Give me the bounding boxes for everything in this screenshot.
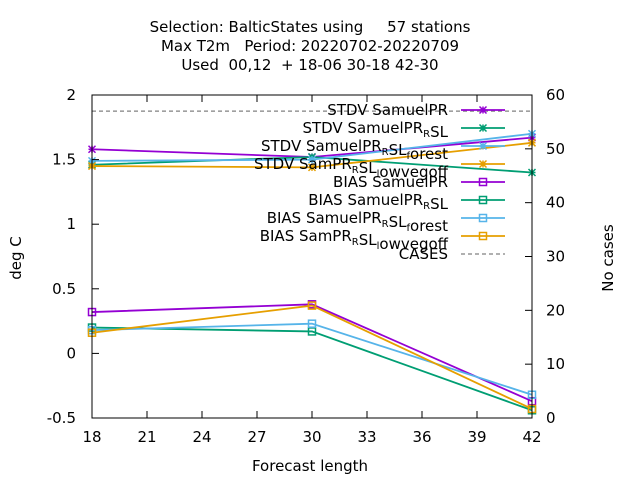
- legend-label: STDV SamPRRSLlowvegoff: [254, 155, 449, 181]
- y-tick-label: 0.5: [52, 280, 76, 298]
- y2-tick-label: 30: [546, 248, 565, 266]
- point-stdv-sampr-r-sl-lowvegoff: [307, 163, 317, 172]
- legend-label: STDV SamuelPR: [327, 101, 448, 119]
- legend-entry-bias-samuelpr-r-sl: BIAS SamuelPRRSL: [308, 191, 505, 213]
- y2-tick-label: 40: [546, 194, 565, 212]
- legend-label: BIAS SamuelPRRSL: [308, 191, 448, 213]
- x-tick-label: 36: [412, 428, 431, 446]
- point-bias-samuelpr-r-sl-forest: [307, 319, 317, 328]
- x-tick-label: 39: [467, 428, 486, 446]
- legend-marker: [478, 105, 488, 115]
- series-bias-sampr-r-sl-lowvegoff: [87, 301, 537, 414]
- x-tick-label: 21: [137, 428, 156, 446]
- legend-marker: [478, 195, 488, 205]
- legend-entry-cases: CASES: [399, 245, 505, 263]
- legend-label: BIAS SamPRRSLlowvegoff: [260, 227, 449, 253]
- series-bias-samuelpr: [87, 300, 537, 406]
- chart-title-line-2: Max T2m Period: 20220702-20220709: [161, 37, 459, 55]
- legend-marker: [478, 213, 488, 223]
- legend-marker: [478, 141, 488, 151]
- series-line-bias-samuelpr-r-sl: [91, 326, 533, 412]
- legend-label: STDV SamuelPRRSL: [302, 119, 448, 141]
- series-line-bias-samuelpr: [91, 303, 533, 403]
- y2-tick-label: 20: [546, 301, 565, 319]
- legend-label: CASES: [399, 245, 448, 263]
- chart-title: Selection: BalticStates using 57 station…: [150, 18, 471, 74]
- legend-entry-stdv-samuelpr-r-sl-forest: STDV SamuelPRRSLforest: [261, 137, 505, 163]
- chart-title-line-3: Used 00,12 + 18-06 30-18 42-30: [181, 56, 438, 74]
- point-bias-samuelpr-r-sl: [307, 327, 317, 336]
- y2-tick-label: 50: [546, 140, 565, 158]
- legend-marker: [478, 123, 488, 133]
- series-bias-samuelpr-r-sl: [87, 323, 537, 415]
- legend-entry-stdv-samuelpr-r-sl: STDV SamuelPRRSL: [302, 119, 505, 141]
- y2-tick-label: 0: [546, 409, 556, 427]
- y-tick-label: -0.5: [47, 409, 76, 427]
- legend-label: BIAS SamuelPR: [333, 173, 448, 191]
- legend-entry-bias-samuelpr: BIAS SamuelPR: [333, 173, 505, 191]
- legend-marker: [478, 177, 488, 187]
- x-tick-label: 18: [82, 428, 101, 446]
- axes: 18 21 24 27 30 33 36 39 42-0.500.511.52010203040…: [47, 86, 565, 446]
- y-tick-label: 1.5: [52, 151, 76, 169]
- x-tick-label: 24: [192, 428, 211, 446]
- x-tick-label: 33: [357, 428, 376, 446]
- legend-marker: [478, 231, 488, 241]
- y2-tick-label: 60: [546, 86, 565, 104]
- point-stdv-samuelpr-r-sl-forest: [307, 155, 317, 164]
- chart-title-line-1: Selection: BalticStates using 57 station…: [150, 18, 471, 36]
- x-axis-label: Forecast length: [252, 457, 368, 475]
- legend-entry-bias-sampr-r-sl-lowvegoff: BIAS SamPRRSLlowvegoff: [260, 227, 505, 253]
- y-tick-label: 2: [66, 86, 76, 104]
- point-bias-sampr-r-sl-lowvegoff: [307, 301, 317, 310]
- x-tick-label: 42: [522, 428, 541, 446]
- x-tick-label: 30: [302, 428, 321, 446]
- legend-label: STDV SamuelPRRSLforest: [261, 137, 448, 163]
- y2-tick-label: 10: [546, 355, 565, 373]
- y-tick-label: 0: [66, 344, 76, 362]
- legend-entry-stdv-samuelpr: STDV SamuelPR: [327, 101, 505, 119]
- y2-axis-label: No cases: [599, 224, 617, 292]
- y-tick-label: 1: [66, 215, 76, 233]
- x-tick-label: 27: [247, 428, 266, 446]
- series-line-bias-samuelpr-r-sl-forest: [91, 322, 533, 396]
- legend-label: BIAS SamuelPRRSLforest: [267, 209, 448, 235]
- legend-marker: [478, 159, 488, 169]
- legend-entry-stdv-sampr-r-sl-lowvegoff: STDV SamPRRSLlowvegoff: [254, 155, 505, 181]
- y-axis-label: deg C: [7, 236, 25, 280]
- series-line-bias-sampr-r-sl-lowvegoff: [91, 304, 533, 410]
- legend-entry-bias-samuelpr-r-sl-forest: BIAS SamuelPRRSLforest: [267, 209, 505, 235]
